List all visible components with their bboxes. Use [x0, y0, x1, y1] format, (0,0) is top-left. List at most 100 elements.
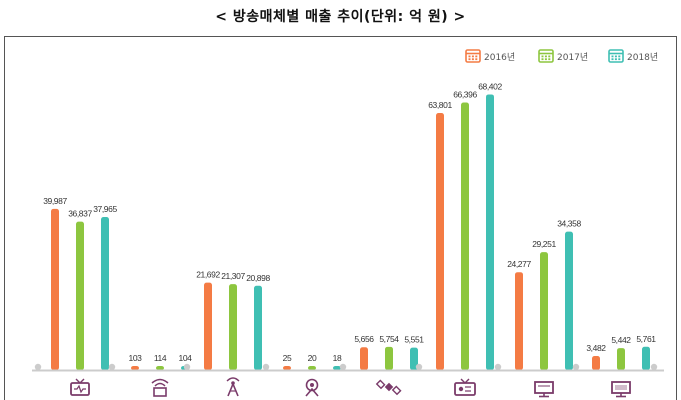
data-label: 36,837 [68, 209, 92, 219]
legend-label: 2016년 [484, 52, 515, 63]
bar [229, 284, 237, 370]
data-label: 20 [308, 353, 317, 363]
satellite-icon [375, 379, 402, 396]
bar-group-8: 3,482 5,442 5,761 [586, 334, 657, 370]
data-label: 68,402 [478, 81, 502, 91]
bar-group-2: 103 114 104 [129, 353, 193, 370]
calendar-icon-dot [541, 58, 544, 61]
data-label: 5,761 [636, 334, 656, 344]
calendar-icon-dot [618, 58, 621, 61]
calendar-icon-dot [618, 55, 621, 58]
bar [410, 347, 418, 370]
category-icons [70, 377, 631, 398]
axis-separator-dot [572, 363, 580, 371]
bar [308, 366, 316, 370]
calendar-icon-dot [548, 55, 551, 58]
calendar-icon [465, 49, 481, 63]
data-label: 39,987 [43, 196, 67, 206]
bar-group-5: 5,656 5,754 5,551 [354, 334, 425, 370]
calendar-icon-dot [475, 55, 478, 58]
bar [436, 112, 444, 370]
data-label: 63,801 [428, 100, 452, 110]
monitor-icon [534, 381, 554, 398]
calendar-icon-dot [468, 55, 471, 58]
chart-title: < 방송매체별 매출 추이(단위: 억 원) > [215, 9, 466, 25]
data-label: 24,277 [507, 259, 531, 269]
data-label: 21,307 [221, 271, 245, 281]
calendar-icon-dot [544, 55, 547, 58]
axis-separator-dot [183, 363, 191, 371]
calendar-icon-dot [548, 58, 551, 61]
calendar-icon-dot [611, 58, 614, 61]
data-label: 29,251 [532, 239, 556, 249]
data-label: 5,442 [611, 335, 631, 345]
data-label: 20,898 [246, 273, 270, 283]
calendar-icon-dot [544, 58, 547, 61]
bar [565, 231, 573, 370]
data-label: 3,482 [586, 343, 606, 353]
chart-frame [4, 36, 677, 400]
data-label: 5,754 [379, 334, 399, 344]
axis-separator-dot [650, 363, 658, 371]
data-label: 104 [179, 353, 193, 363]
calendar-icon-dot [614, 58, 617, 61]
axis-separator-dot [34, 363, 42, 371]
x-axis [32, 363, 664, 372]
bar [461, 102, 469, 370]
legend-item-3: 2018년 [608, 49, 658, 63]
data-label: 5,551 [404, 335, 424, 345]
legend-label: 2017년 [557, 52, 588, 63]
bar [540, 252, 548, 370]
calendar-icon-dot [614, 55, 617, 58]
bar [131, 366, 139, 370]
bar [592, 355, 600, 370]
calendar-icon [608, 49, 624, 63]
bar-group-3: 21,692 21,307 20,898 [196, 270, 271, 370]
wifi-box-icon [151, 378, 169, 397]
calendar-icon-dot [475, 58, 478, 61]
bar [515, 272, 523, 370]
data-label: 21,692 [196, 270, 220, 280]
calendar-icon-dot [471, 55, 474, 58]
bar-group-4: 25 20 18 [283, 353, 342, 370]
axis-separator-dot [262, 363, 270, 371]
desktop-icon [611, 381, 631, 398]
legend-item-2: 2017년 [538, 49, 588, 63]
axis-separator-dot [415, 363, 423, 371]
legend-item-1: 2016년 [465, 49, 515, 63]
calendar-icon [538, 49, 554, 63]
cable-tv-icon [454, 378, 476, 396]
radio-broadcast-icon [305, 378, 319, 397]
bar [385, 346, 393, 370]
data-label: 5,656 [354, 334, 374, 344]
calendar-icon-dot [611, 55, 614, 58]
tv-icon [70, 378, 90, 396]
bar [156, 366, 164, 370]
axis-separator-dot [339, 363, 347, 371]
data-label: 66,396 [453, 90, 477, 100]
data-label: 18 [333, 353, 342, 363]
data-label: 114 [154, 353, 167, 363]
calendar-icon-dot [541, 55, 544, 58]
antenna-tower-icon [226, 377, 240, 397]
bar [101, 217, 109, 370]
bar [254, 285, 262, 370]
axis-separator-dot [108, 363, 116, 371]
bar [204, 282, 212, 370]
axis-separator-dot [494, 363, 502, 371]
bar [617, 348, 625, 370]
data-label: 37,965 [93, 204, 117, 214]
bar [51, 208, 59, 370]
legend-label: 2018년 [627, 52, 658, 63]
bar [283, 366, 291, 370]
calendar-icon-dot [471, 58, 474, 61]
bar [642, 346, 650, 370]
bar [360, 347, 368, 370]
bar [76, 221, 84, 370]
legend: 2016년 2017년 2018년 [465, 49, 658, 63]
